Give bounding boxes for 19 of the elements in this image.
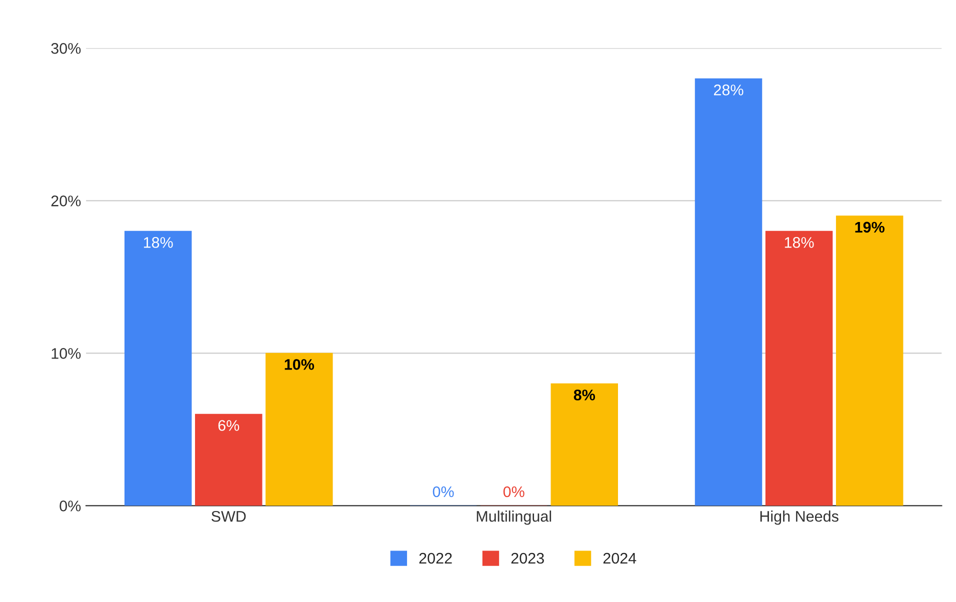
y-tick-label: 20% bbox=[51, 196, 81, 206]
data-label: 19% bbox=[855, 222, 884, 233]
data-label: 28% bbox=[714, 84, 744, 96]
x-tick-label: High Needs bbox=[760, 510, 838, 525]
data-label: 6% bbox=[218, 420, 240, 431]
y-tick-label: 0% bbox=[60, 500, 81, 512]
legend-label: 2024 bbox=[603, 552, 636, 564]
data-label: 0% bbox=[503, 486, 524, 498]
data-label: 8% bbox=[574, 390, 596, 400]
y-tick-label: 30% bbox=[51, 43, 81, 54]
x-tick-label: Multilingual bbox=[476, 510, 552, 525]
y-tick-label: 10% bbox=[52, 348, 81, 359]
legend-label: 2023 bbox=[511, 552, 544, 564]
data-label: 18% bbox=[144, 237, 173, 248]
x-tick-label: SWD bbox=[212, 510, 246, 522]
legend-label: 2022 bbox=[419, 552, 452, 564]
data-label: 10% bbox=[284, 359, 314, 370]
data-label: 0% bbox=[432, 486, 454, 498]
data-label: 18% bbox=[784, 237, 814, 248]
